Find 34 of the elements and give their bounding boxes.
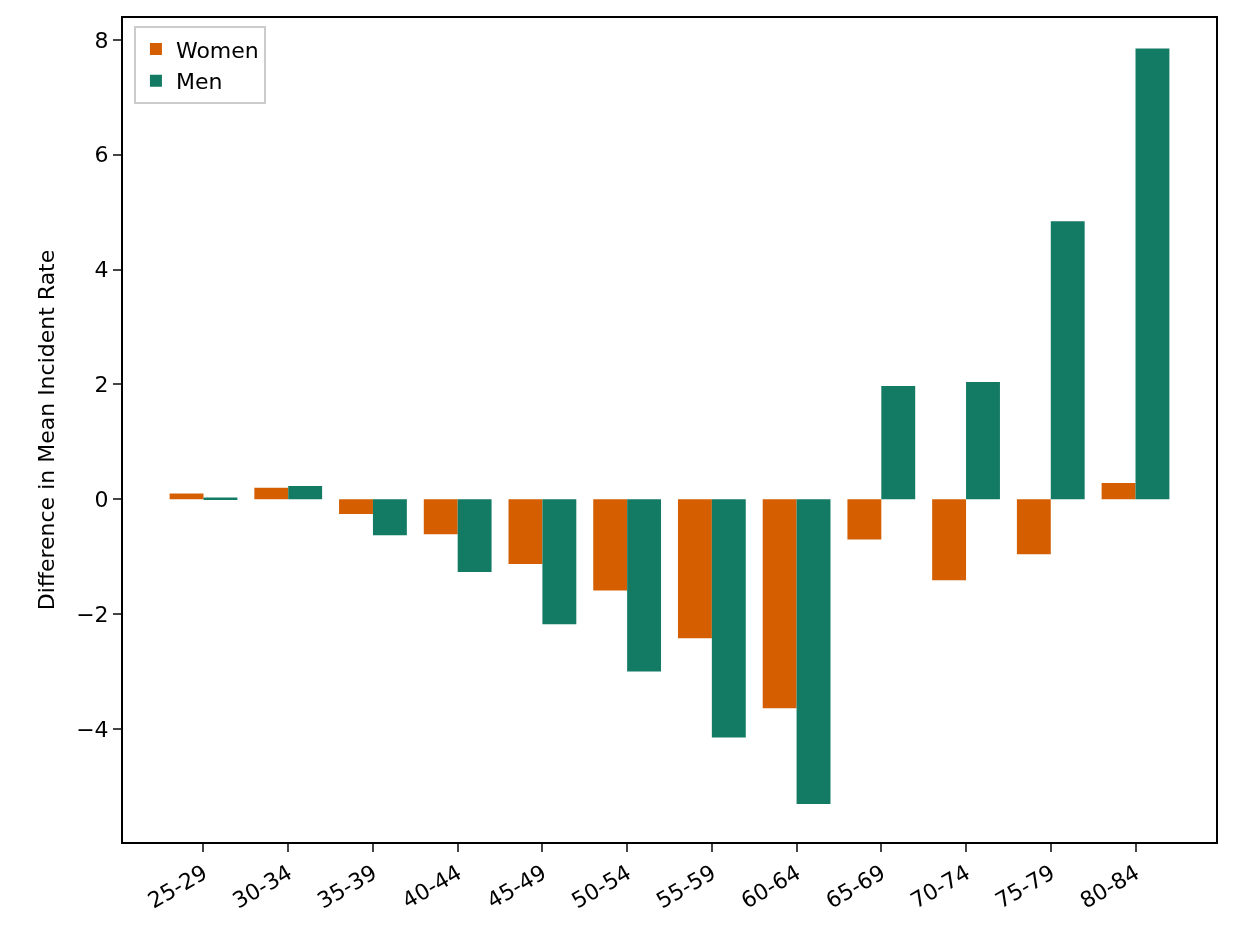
bar [288,485,323,500]
bar [203,497,238,500]
y-tick-label: −2 [76,601,109,627]
legend-label: Women [175,37,259,63]
bar [881,386,916,500]
y-tick-label: 0 [94,486,109,512]
y-tick-label: −4 [76,716,109,742]
bar [1101,483,1136,500]
bar [372,499,407,536]
bar [627,499,662,672]
bar [677,499,712,639]
bar [542,499,577,625]
bar [966,382,1000,500]
bar [593,499,628,591]
bar [1016,499,1051,555]
bar [796,499,831,805]
bar [457,499,492,573]
bar [508,499,543,565]
y-tick-label: 8 [94,27,109,53]
bar [711,499,746,738]
bar [762,499,797,709]
bar [169,493,204,500]
y-tick-label: 4 [94,257,109,283]
bar [254,487,289,500]
legend-label: Men [175,69,223,95]
y-axis-title: Difference in Mean Incident Rate [34,249,60,611]
bar [1050,221,1085,500]
bar [847,499,882,540]
y-tick-label: 2 [94,372,109,398]
bar [423,499,458,535]
bar [1135,48,1170,500]
y-tick-label: 6 [94,142,109,168]
bar [339,499,373,515]
bar [932,499,967,581]
